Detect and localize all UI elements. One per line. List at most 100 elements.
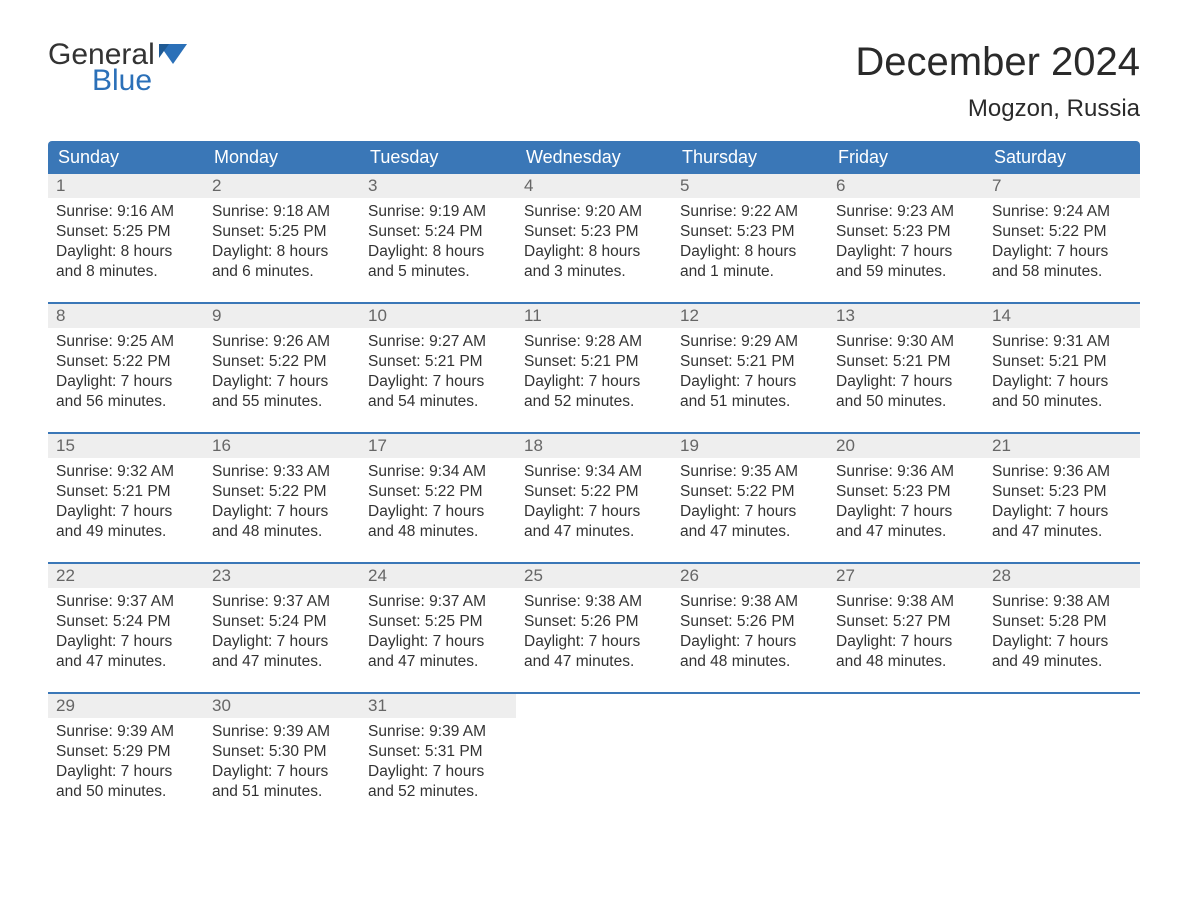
week-row: 15 Sunrise: 9:32 AMSunset: 5:21 PMDayligh… xyxy=(48,432,1140,552)
day-cell: 20Sunrise: 9:36 AMSunset: 5:23 PMDayligh… xyxy=(828,434,984,552)
brand-word2: Blue xyxy=(92,66,187,96)
daylight-line2: and 1 minute. xyxy=(680,262,820,282)
sunset-line: Sunset: 5:30 PM xyxy=(212,742,352,762)
sunset-line: Sunset: 5:23 PM xyxy=(836,222,976,242)
daylight-line1: Daylight: 7 hours xyxy=(992,502,1132,522)
day-content: Sunrise: 9:32 AMSunset: 5:21 PMDaylight:… xyxy=(48,462,204,543)
sunset-line: Sunset: 5:25 PM xyxy=(368,612,508,632)
day-cell: 18Sunrise: 9:34 AMSunset: 5:22 PMDayligh… xyxy=(516,434,672,552)
day-number: 24 xyxy=(360,564,516,588)
day-content: Sunrise: 9:20 AMSunset: 5:23 PMDaylight:… xyxy=(516,202,672,283)
weekday-header: Saturday xyxy=(984,141,1140,174)
day-content: Sunrise: 9:18 AMSunset: 5:25 PMDaylight:… xyxy=(204,202,360,283)
week-row: 29Sunrise: 9:39 AMSunset: 5:29 PMDayligh… xyxy=(48,692,1140,812)
day-number: 15 xyxy=(48,434,204,458)
day-cell: 24 Sunrise: 9:37 AMSunset: 5:25 PMDayligh… xyxy=(360,564,516,682)
day-cell: 6Sunrise: 9:23 AMSunset: 5:23 PMDaylight… xyxy=(828,174,984,292)
day-cell: 17Sunrise: 9:34 AMSunset: 5:22 PMDayligh… xyxy=(360,434,516,552)
day-number: 4 xyxy=(516,174,672,198)
day-cell: 4 Sunrise: 9:20 AMSunset: 5:23 PMDaylight… xyxy=(516,174,672,292)
sunset-line: Sunset: 5:22 PM xyxy=(56,352,196,372)
daylight-line2: and 47 minutes. xyxy=(524,522,664,542)
daylight-line1: Daylight: 7 hours xyxy=(992,372,1132,392)
day-number: 11 xyxy=(516,304,672,328)
day-number: 12 xyxy=(672,304,828,328)
sunset-line: Sunset: 5:21 PM xyxy=(992,352,1132,372)
sunset-line: Sunset: 5:21 PM xyxy=(680,352,820,372)
daylight-line1: Daylight: 7 hours xyxy=(524,502,664,522)
day-cell: 2Sunrise: 9:18 AMSunset: 5:25 PMDaylight… xyxy=(204,174,360,292)
sunrise-line: Sunrise: 9:23 AM xyxy=(836,202,976,222)
sunrise-line: Sunrise: 9:28 AM xyxy=(524,332,664,352)
daylight-line2: and 3 minutes. xyxy=(524,262,664,282)
calendar: Sunday Monday Tuesday Wednesday Thursday… xyxy=(48,141,1140,812)
day-content: Sunrise: 9:38 AMSunset: 5:27 PMDaylight:… xyxy=(828,592,984,673)
sunset-line: Sunset: 5:31 PM xyxy=(368,742,508,762)
day-content: Sunrise: 9:22 AMSunset: 5:23 PMDaylight:… xyxy=(672,202,828,283)
daylight-line2: and 8 minutes. xyxy=(56,262,196,282)
day-number: 16 xyxy=(204,434,360,458)
sunrise-line: Sunrise: 9:33 AM xyxy=(212,462,352,482)
day-cell: 13Sunrise: 9:30 AMSunset: 5:21 PMDayligh… xyxy=(828,304,984,422)
day-content: Sunrise: 9:37 AMSunset: 5:24 PMDaylight:… xyxy=(48,592,204,673)
daylight-line2: and 52 minutes. xyxy=(368,782,508,802)
day-content: Sunrise: 9:30 AMSunset: 5:21 PMDaylight:… xyxy=(828,332,984,413)
daylight-line2: and 49 minutes. xyxy=(992,652,1132,672)
day-content: Sunrise: 9:36 AMSunset: 5:23 PMDaylight:… xyxy=(828,462,984,543)
day-number: 9 xyxy=(204,304,360,328)
daylight-line2: and 58 minutes. xyxy=(992,262,1132,282)
sunset-line: Sunset: 5:21 PM xyxy=(368,352,508,372)
daylight-line2: and 47 minutes. xyxy=(56,652,196,672)
day-content: Sunrise: 9:29 AMSunset: 5:21 PMDaylight:… xyxy=(672,332,828,413)
daylight-line2: and 55 minutes. xyxy=(212,392,352,412)
sunset-line: Sunset: 5:21 PM xyxy=(524,352,664,372)
daylight-line1: Daylight: 7 hours xyxy=(56,762,196,782)
daylight-line1: Daylight: 7 hours xyxy=(992,632,1132,652)
sunrise-line: Sunrise: 9:16 AM xyxy=(56,202,196,222)
day-content: Sunrise: 9:37 AMSunset: 5:25 PMDaylight:… xyxy=(360,592,516,673)
daylight-line1: Daylight: 7 hours xyxy=(212,372,352,392)
daylight-line1: Daylight: 7 hours xyxy=(836,502,976,522)
page-header: General Blue December 2024 Mogzon, Russi… xyxy=(48,40,1140,123)
sunrise-line: Sunrise: 9:35 AM xyxy=(680,462,820,482)
day-cell: 8Sunrise: 9:25 AMSunset: 5:22 PMDaylight… xyxy=(48,304,204,422)
weekday-header-row: Sunday Monday Tuesday Wednesday Thursday… xyxy=(48,141,1140,174)
day-cell: 25Sunrise: 9:38 AMSunset: 5:26 PMDayligh… xyxy=(516,564,672,682)
day-content: Sunrise: 9:38 AMSunset: 5:26 PMDaylight:… xyxy=(516,592,672,673)
daylight-line2: and 47 minutes. xyxy=(368,652,508,672)
sunset-line: Sunset: 5:22 PM xyxy=(524,482,664,502)
daylight-line2: and 47 minutes. xyxy=(524,652,664,672)
day-content: Sunrise: 9:36 AMSunset: 5:23 PMDaylight:… xyxy=(984,462,1140,543)
daylight-line2: and 48 minutes. xyxy=(836,652,976,672)
day-cell: 27Sunrise: 9:38 AMSunset: 5:27 PMDayligh… xyxy=(828,564,984,682)
daylight-line1: Daylight: 7 hours xyxy=(212,502,352,522)
day-content: Sunrise: 9:19 AMSunset: 5:24 PMDaylight:… xyxy=(360,202,516,283)
day-number: 23 xyxy=(204,564,360,588)
day-content: Sunrise: 9:34 AMSunset: 5:22 PMDaylight:… xyxy=(360,462,516,543)
sunrise-line: Sunrise: 9:37 AM xyxy=(56,592,196,612)
sunrise-line: Sunrise: 9:20 AM xyxy=(524,202,664,222)
daylight-line1: Daylight: 7 hours xyxy=(836,632,976,652)
sunset-line: Sunset: 5:22 PM xyxy=(368,482,508,502)
day-cell xyxy=(516,694,672,812)
day-cell: 10Sunrise: 9:27 AMSunset: 5:21 PMDayligh… xyxy=(360,304,516,422)
day-cell: 30Sunrise: 9:39 AMSunset: 5:30 PMDayligh… xyxy=(204,694,360,812)
weekday-header: Monday xyxy=(204,141,360,174)
sunrise-line: Sunrise: 9:18 AM xyxy=(212,202,352,222)
day-cell: 14Sunrise: 9:31 AMSunset: 5:21 PMDayligh… xyxy=(984,304,1140,422)
daylight-line1: Daylight: 7 hours xyxy=(56,502,196,522)
daylight-line1: Daylight: 8 hours xyxy=(56,242,196,262)
day-content: Sunrise: 9:33 AMSunset: 5:22 PMDaylight:… xyxy=(204,462,360,543)
daylight-line2: and 48 minutes. xyxy=(680,652,820,672)
day-number: 3 xyxy=(360,174,516,198)
daylight-line2: and 54 minutes. xyxy=(368,392,508,412)
sunrise-line: Sunrise: 9:22 AM xyxy=(680,202,820,222)
daylight-line1: Daylight: 8 hours xyxy=(212,242,352,262)
daylight-line1: Daylight: 7 hours xyxy=(368,372,508,392)
day-content: Sunrise: 9:31 AMSunset: 5:21 PMDaylight:… xyxy=(984,332,1140,413)
day-number: 26 xyxy=(672,564,828,588)
daylight-line1: Daylight: 7 hours xyxy=(680,372,820,392)
day-number: 29 xyxy=(48,694,204,718)
day-cell: 29Sunrise: 9:39 AMSunset: 5:29 PMDayligh… xyxy=(48,694,204,812)
sunrise-line: Sunrise: 9:38 AM xyxy=(680,592,820,612)
